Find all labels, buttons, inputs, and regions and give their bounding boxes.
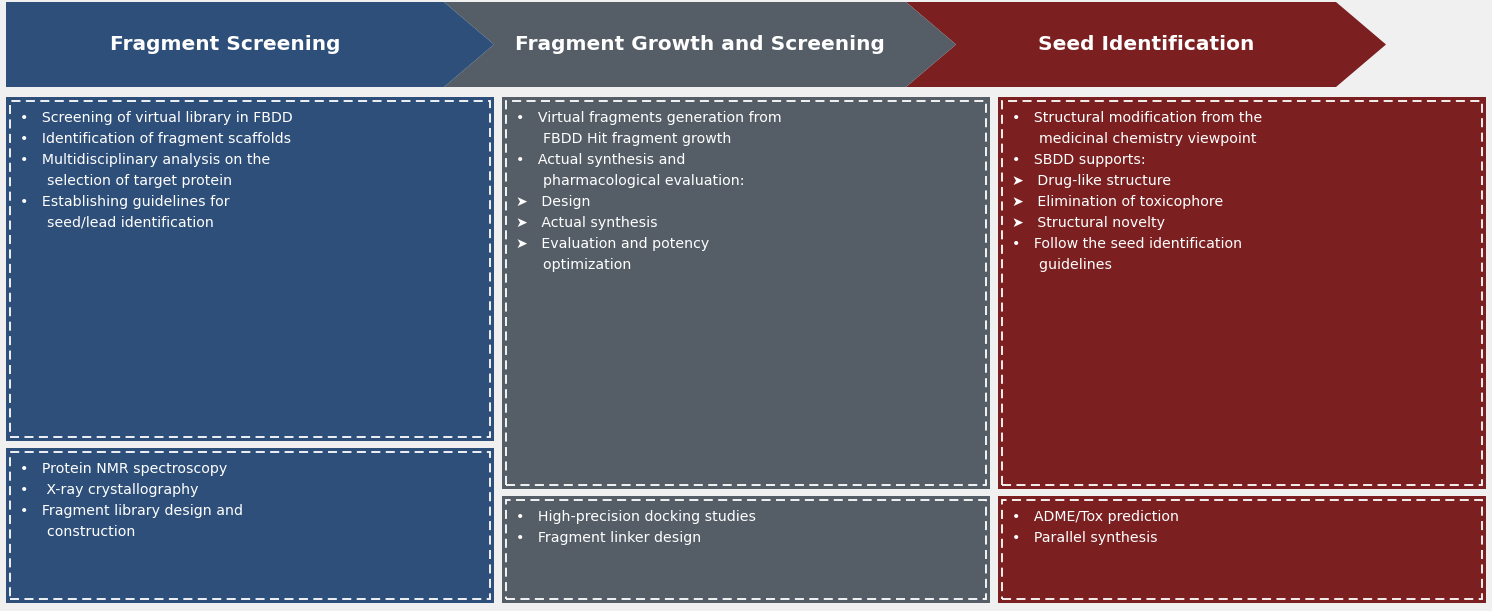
Bar: [501, 496, 991, 603]
Text: •   Fragment linker design: • Fragment linker design: [516, 531, 701, 545]
Bar: [501, 97, 991, 489]
Bar: [998, 496, 1486, 603]
Text: ➤   Structural novelty: ➤ Structural novelty: [1012, 216, 1165, 230]
Bar: [6, 448, 494, 603]
Text: seed/lead identification: seed/lead identification: [19, 216, 213, 230]
Text: •   SBDD supports:: • SBDD supports:: [1012, 153, 1146, 167]
Text: ➤   Elimination of toxicophore: ➤ Elimination of toxicophore: [1012, 195, 1223, 209]
Text: •   High-precision docking studies: • High-precision docking studies: [516, 510, 756, 524]
Text: •   Multidisciplinary analysis on the: • Multidisciplinary analysis on the: [19, 153, 270, 167]
Bar: [1003, 101, 1482, 485]
Text: •   Identification of fragment scaffolds: • Identification of fragment scaffolds: [19, 132, 291, 146]
Text: •   Structural modification from the: • Structural modification from the: [1012, 111, 1262, 125]
Bar: [998, 97, 1486, 489]
Bar: [6, 97, 494, 441]
Polygon shape: [445, 2, 956, 87]
Text: •   ADME/Tox prediction: • ADME/Tox prediction: [1012, 510, 1179, 524]
Text: guidelines: guidelines: [1012, 258, 1112, 272]
Text: •   Follow the seed identification: • Follow the seed identification: [1012, 237, 1243, 251]
Bar: [10, 101, 489, 437]
Text: •   Establishing guidelines for: • Establishing guidelines for: [19, 195, 230, 209]
Text: •   Actual synthesis and: • Actual synthesis and: [516, 153, 685, 167]
Text: ➤   Evaluation and potency: ➤ Evaluation and potency: [516, 237, 709, 251]
Text: selection of target protein: selection of target protein: [19, 174, 233, 188]
Text: construction: construction: [19, 525, 136, 539]
Text: ➤   Actual synthesis: ➤ Actual synthesis: [516, 216, 658, 230]
Bar: [1003, 500, 1482, 599]
Text: •   Screening of virtual library in FBDD: • Screening of virtual library in FBDD: [19, 111, 292, 125]
Text: Fragment Growth and Screening: Fragment Growth and Screening: [515, 35, 885, 54]
Text: •    X-ray crystallography: • X-ray crystallography: [19, 483, 198, 497]
Text: medicinal chemistry viewpoint: medicinal chemistry viewpoint: [1012, 132, 1256, 146]
Polygon shape: [906, 2, 1386, 87]
Text: ➤   Drug-like structure: ➤ Drug-like structure: [1012, 174, 1171, 188]
Text: •   Fragment library design and: • Fragment library design and: [19, 504, 243, 518]
Text: •   Protein NMR spectroscopy: • Protein NMR spectroscopy: [19, 462, 227, 476]
Text: pharmacological evaluation:: pharmacological evaluation:: [516, 174, 745, 188]
Polygon shape: [6, 2, 494, 87]
Text: optimization: optimization: [516, 258, 631, 272]
Bar: [506, 101, 986, 485]
Text: Seed Identification: Seed Identification: [1038, 35, 1255, 54]
Text: •   Parallel synthesis: • Parallel synthesis: [1012, 531, 1158, 545]
Bar: [506, 500, 986, 599]
Text: ➤   Design: ➤ Design: [516, 195, 591, 209]
Text: •   Virtual fragments generation from: • Virtual fragments generation from: [516, 111, 782, 125]
Bar: [10, 452, 489, 599]
Text: FBDD Hit fragment growth: FBDD Hit fragment growth: [516, 132, 731, 146]
Text: Fragment Screening: Fragment Screening: [110, 35, 340, 54]
